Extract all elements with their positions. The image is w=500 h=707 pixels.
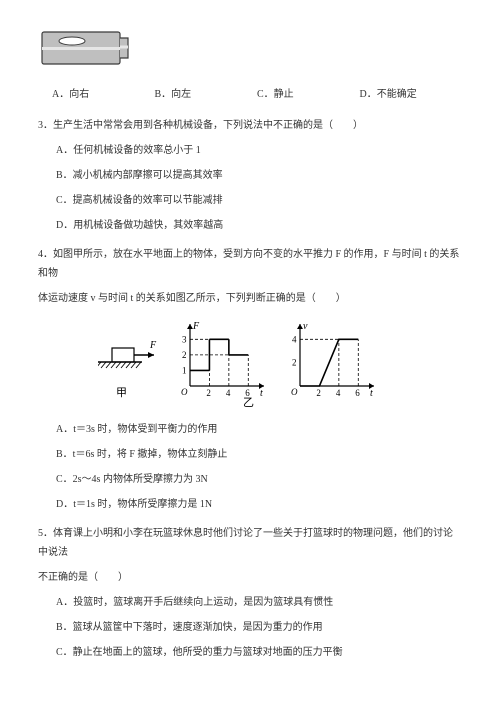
svg-text:4: 4 [292,334,297,344]
q4-figure: F 甲 246123OFt 24624Ovt 乙 [98,318,462,410]
q4-opt-c: C．2s～4s 内物体所受摩擦力为 3N [56,470,462,489]
svg-text:2: 2 [206,388,211,398]
q4-stem-line1: 4．如图甲所示，放在水平地面上的物体，受到方向不变的水平推力 F 的作用，F 与… [38,245,462,283]
svg-text:2: 2 [292,358,297,368]
q3-opt-d: D．用机械设备做功越快，其效率越高 [56,216,462,235]
q3-opt-c: C．提高机械设备的效率可以节能减排 [56,191,462,210]
svg-text:v: v [303,321,308,332]
svg-text:4: 4 [226,388,231,398]
q4-opt-b: B．t＝6s 时，将 F 撤掉，物体立刻静止 [56,445,462,464]
q2-opt-c: C．静止 [257,85,360,104]
q4-stem-line2: 体运动速度 v 与时间 t 的关系如图乙所示，下列判断正确的是（ ） [38,289,462,308]
q2-options: A．向右 B．向左 C．静止 D．不能确定 [52,85,462,104]
q5-opt-c: C．静止在地面上的篮球，他所受的重力与篮球对地面的压力平衡 [56,643,462,662]
svg-text:1: 1 [182,365,187,375]
q2-figure [40,28,462,75]
q3-opt-b: B．减小机械内部摩擦可以提高其效率 [56,166,462,185]
force-label: F [149,340,157,351]
q4-opt-a: A．t＝3s 时，物体受到平衡力的作用 [56,420,462,439]
q5-opt-a: A．投篮时，篮球离开手后继续向上运动，是因为篮球具有惯性 [56,593,462,612]
q3-opt-a: A．任何机械设备的效率总小于 1 [56,141,462,160]
svg-text:3: 3 [182,334,187,344]
svg-text:4: 4 [336,388,341,398]
label-yi: 乙 [243,396,254,409]
q2-opt-a: A．向右 [52,85,155,104]
q4-opt-d: D．t＝1s 时，物体所受摩擦力是 1N [56,495,462,514]
svg-text:t: t [260,388,263,399]
q2-opt-d: D．不能确定 [360,85,463,104]
svg-text:2: 2 [316,388,321,398]
svg-text:2: 2 [182,350,187,360]
q2-opt-b: B．向左 [155,85,258,104]
q3-stem: 3．生产生活中常常会用到各种机械设备，下列说法中不正确的是（ ） [38,116,462,135]
svg-text:O: O [181,387,188,397]
svg-text:F: F [192,321,200,332]
q5-stem-line2: 不正确的是（ ） [38,568,462,587]
svg-text:O: O [291,387,298,397]
svg-text:t: t [370,388,373,399]
label-jia: 甲 [116,387,127,399]
q5-opt-b: B．篮球从篮筐中下落时，速度逐渐加快，是因为重力的作用 [56,618,462,637]
svg-text:6: 6 [355,388,360,398]
q5-stem-line1: 5．体育课上小明和小李在玩篮球休息时他们讨论了一些关于打篮球时的物理问题，他们的… [38,524,462,562]
